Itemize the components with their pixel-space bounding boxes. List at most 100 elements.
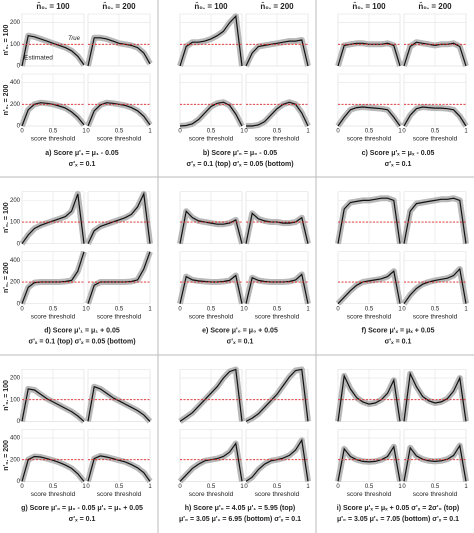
x-tick-label: 0.5 bbox=[49, 484, 58, 490]
caption: c) Score μ'ₓ = μₓ - 0.05 bbox=[362, 150, 435, 157]
x-axis-label: score threshold bbox=[255, 313, 300, 320]
estimate-line bbox=[337, 270, 401, 305]
y-tick-label: 100 bbox=[10, 42, 21, 48]
x-tick-label: 0.5 bbox=[273, 129, 282, 135]
estimate-line bbox=[337, 106, 401, 127]
x-tick-label: 1 bbox=[82, 484, 86, 490]
x-axis-label: score threshold bbox=[413, 313, 458, 320]
y-tick-label: 400 bbox=[10, 80, 21, 86]
y-tick-label: 100 bbox=[10, 397, 21, 403]
x-tick-label: 0 bbox=[20, 129, 24, 135]
estimate-line bbox=[21, 251, 85, 304]
x-tick-label: 0.5 bbox=[207, 129, 216, 135]
x-tick-label: 0 bbox=[402, 129, 406, 135]
caption: g) Score μ'₀ = μ₀ - 0.05 μ'₁ = μ₁ + 0.05 bbox=[21, 505, 143, 512]
x-tick-label: 0.5 bbox=[115, 129, 124, 135]
x-tick-label: 1 bbox=[82, 306, 86, 312]
y-tick-label: 200 bbox=[10, 102, 21, 108]
estimate-line bbox=[403, 197, 467, 244]
estimate-line bbox=[245, 39, 309, 67]
caption: d) Score μ'₁ = μ₁ + 0.05 bbox=[44, 328, 120, 335]
estimate-line bbox=[337, 445, 401, 482]
estimate-line bbox=[403, 267, 467, 305]
y-tick-label: 0 bbox=[17, 124, 21, 130]
estimate-line bbox=[179, 101, 243, 127]
y-tick-label: 200 bbox=[10, 280, 21, 286]
estimate-line bbox=[87, 102, 151, 127]
y-tick-label: 200 bbox=[10, 198, 21, 204]
x-axis-label: score threshold bbox=[189, 491, 234, 498]
caption: σ'ₓ = 0.1 bbox=[385, 161, 412, 168]
column-header: n̄₀. = 100 bbox=[194, 2, 228, 11]
x-tick-label: 1 bbox=[398, 484, 402, 490]
caption: σ'ₓ = 0.1 bbox=[385, 339, 412, 346]
estimate-line bbox=[337, 42, 401, 67]
row-label: n'₀. = 100 bbox=[3, 202, 10, 233]
x-tick-label: 0 bbox=[336, 306, 340, 312]
x-tick-label: 0.5 bbox=[273, 484, 282, 490]
caption: σ'ₓ = 0.1 bbox=[69, 516, 96, 523]
x-tick-label: 1 bbox=[240, 306, 244, 312]
x-tick-label: 1 bbox=[464, 484, 468, 490]
x-tick-label: 0 bbox=[20, 306, 24, 312]
y-tick-label: 200 bbox=[10, 457, 21, 463]
caption: σ'ₓ = 0.1 (top) σ'ₓ = 0.05 (bottom) bbox=[186, 161, 293, 168]
caption: a) Score μ'₁ = μ₁ - 0.05 bbox=[45, 150, 119, 157]
x-axis-label: score threshold bbox=[31, 491, 76, 498]
x-tick-label: 0.5 bbox=[207, 306, 216, 312]
x-axis-label: score threshold bbox=[347, 491, 392, 498]
caption: σ'ₓ = 0.1 bbox=[69, 161, 96, 168]
estimate-line bbox=[337, 197, 401, 244]
x-tick-label: 0 bbox=[402, 306, 406, 312]
y-tick-label: 0 bbox=[17, 301, 21, 307]
estimate-line bbox=[245, 212, 309, 244]
y-tick-label: 400 bbox=[10, 436, 21, 442]
legend-estimated: Estimated bbox=[24, 55, 53, 62]
x-tick-label: 0.5 bbox=[365, 484, 374, 490]
x-tick-label: 0.5 bbox=[431, 484, 440, 490]
x-tick-label: 1 bbox=[464, 306, 468, 312]
y-tick-label: 200 bbox=[10, 376, 21, 382]
caption: f) Score μ'ₓ = μₓ + 0.05 bbox=[362, 328, 435, 335]
caption: μ'₀ = 3.05 μ'₁ = 7.05 (bottom) σ'ₓ = 0.1 bbox=[337, 516, 459, 523]
row-label: n'₀. = 200 bbox=[3, 262, 10, 293]
x-tick-label: 0 bbox=[336, 129, 340, 135]
x-axis-label: score threshold bbox=[189, 313, 234, 320]
estimate-line bbox=[21, 388, 85, 422]
x-tick-label: 0 bbox=[178, 306, 182, 312]
caption: i) Score μ'ₓ = μₓ + 0.05 σ'ₓ = 2σ'₀ (top… bbox=[337, 505, 460, 512]
estimate-line bbox=[179, 14, 243, 67]
estimate-line bbox=[87, 455, 151, 482]
estimate-line bbox=[179, 368, 243, 422]
x-tick-label: 1 bbox=[240, 129, 244, 135]
row-label: n'₀. = 100 bbox=[3, 380, 10, 411]
x-axis-label: score threshold bbox=[97, 491, 142, 498]
x-tick-label: 1 bbox=[306, 129, 310, 135]
x-axis-label: score threshold bbox=[189, 136, 234, 143]
estimate-line bbox=[179, 209, 243, 244]
caption: σ'ₓ = 0.1 bbox=[227, 339, 254, 346]
y-tick-label: 100 bbox=[10, 220, 21, 226]
x-tick-label: 0 bbox=[86, 129, 90, 135]
estimate-line bbox=[179, 441, 243, 482]
x-tick-label: 0.5 bbox=[115, 484, 124, 490]
column-header: n̄₀. = 100 bbox=[352, 2, 386, 11]
caption: b) Score μ'₀ = μ₀ - 0.05 bbox=[203, 150, 277, 157]
estimate-line bbox=[87, 191, 151, 244]
column-header: n̄₀. = 200 bbox=[418, 2, 452, 11]
x-tick-label: 0 bbox=[178, 484, 182, 490]
x-tick-label: 1 bbox=[398, 306, 402, 312]
x-tick-label: 1 bbox=[306, 306, 310, 312]
caption: σ'ₓ = 0.1 (top) σ'ₓ = 0.05 (bottom) bbox=[28, 339, 135, 346]
x-tick-label: 1 bbox=[148, 129, 152, 135]
x-tick-label: 0 bbox=[336, 484, 340, 490]
x-tick-label: 1 bbox=[306, 484, 310, 490]
row-label: n'₀. = 100 bbox=[3, 25, 10, 56]
x-tick-label: 0.5 bbox=[115, 306, 124, 312]
row-label: n'₀. = 200 bbox=[3, 85, 10, 116]
estimate-line bbox=[179, 274, 243, 304]
x-axis-label: score threshold bbox=[347, 313, 392, 320]
estimate-line bbox=[21, 102, 85, 127]
y-tick-label: 0 bbox=[17, 64, 21, 70]
estimate-line bbox=[403, 371, 467, 422]
